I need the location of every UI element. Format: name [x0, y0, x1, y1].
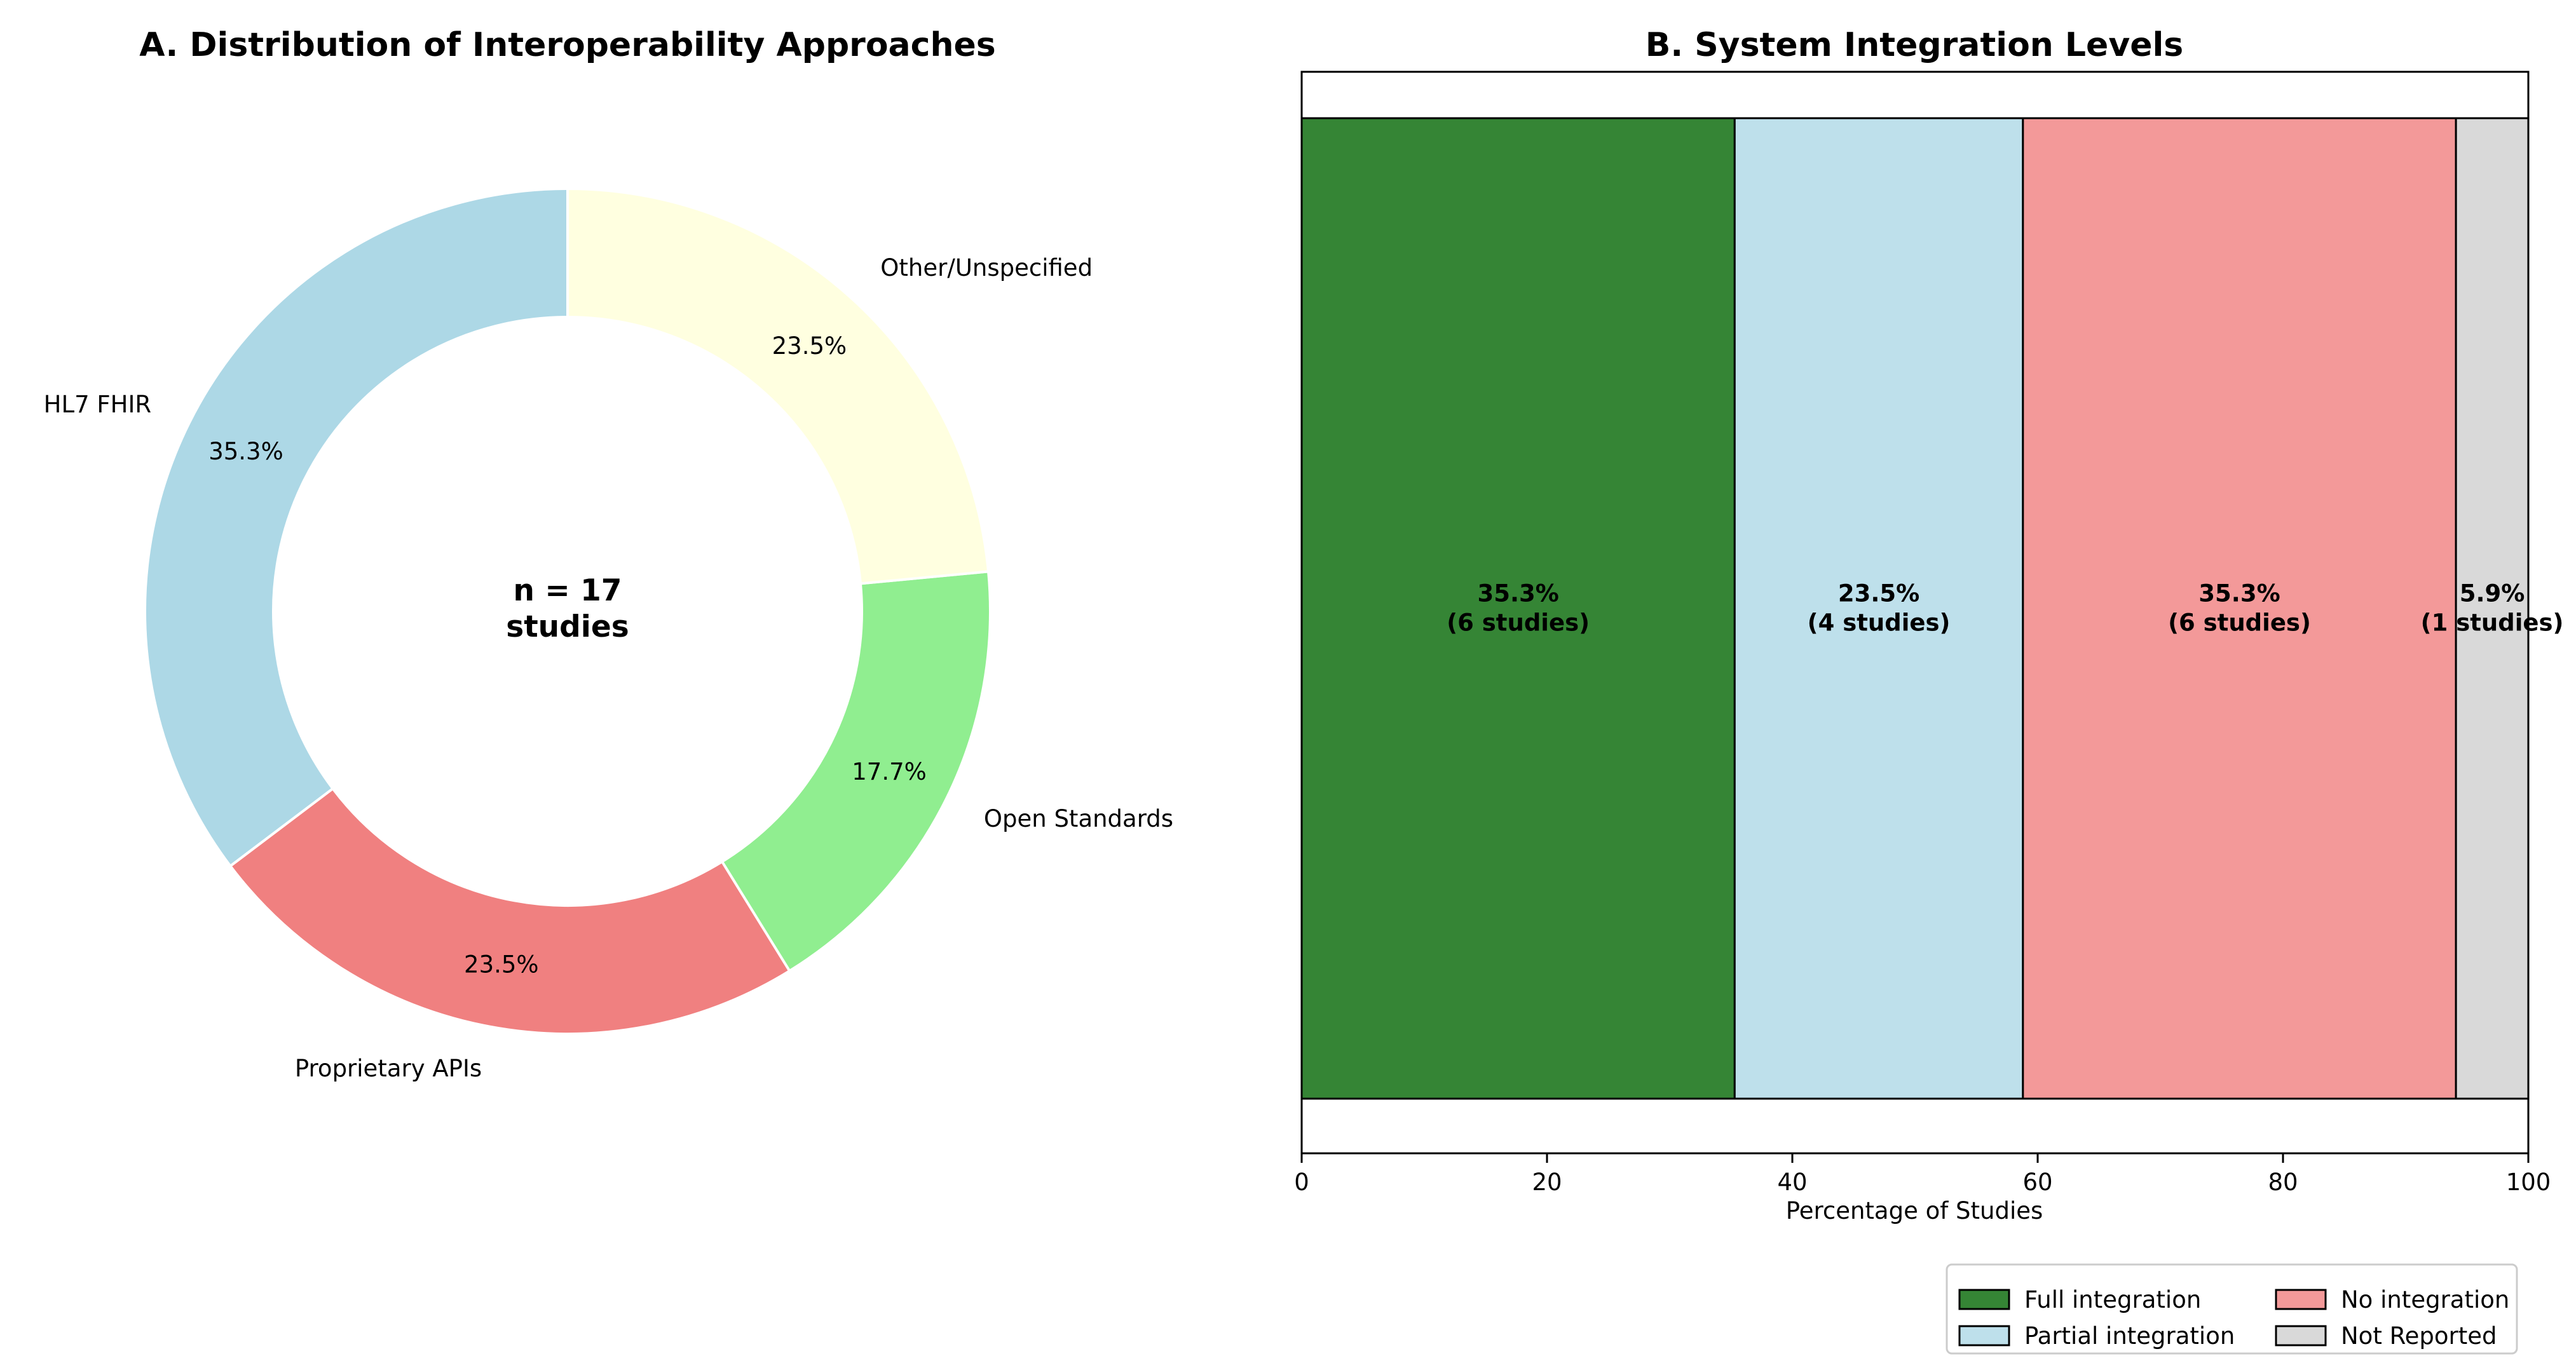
pie-label-other-unspecified: Other/Unspecified	[880, 254, 1093, 281]
pie-slice-hl7-fhir	[144, 187, 569, 868]
donut-center-line-1: n = 17	[514, 573, 622, 608]
donut-chart: HL7 FHIR 35.3% Proprietary APIs 23.5% Open S…	[44, 187, 1173, 1082]
x-tick-label-40: 40	[1777, 1169, 1807, 1196]
legend: Full integration Partial integration No in…	[1946, 1263, 2518, 1355]
legend-frame	[1946, 1263, 2518, 1355]
bar-segment-not-reported	[2455, 117, 2530, 1100]
bar-label-not-reported-count: (1 studies)	[2421, 609, 2564, 637]
pie-pct-proprietary-apis: 23.5%	[464, 951, 539, 979]
legend-label-not-reported: Not Reported	[2341, 1322, 2497, 1350]
pie-label-proprietary-apis: Proprietary APIs	[295, 1055, 482, 1082]
bar-label-no-integration-pct: 35.3%	[2198, 580, 2280, 607]
bar-label-full-integration-pct: 35.3%	[1477, 580, 1558, 607]
donut-center-line-2: studies	[506, 609, 629, 644]
bar-title: B. System Integration Levels	[1646, 26, 2184, 64]
pie-label-hl7-fhir: HL7 FHIR	[44, 391, 151, 418]
legend-swatch-no-integration	[2275, 1289, 2327, 1310]
x-tick-label-0: 0	[1294, 1169, 1309, 1196]
legend-label-partial-integration: Partial integration	[2024, 1322, 2235, 1350]
legend-label-full-integration: Full integration	[2024, 1286, 2201, 1313]
bar-label-partial-integration-pct: 23.5%	[1838, 580, 1919, 607]
pie-pct-open-standards: 17.7%	[852, 758, 927, 785]
pie-label-open-standards: Open Standards	[984, 805, 1173, 832]
legend-label-no-integration: No integration	[2341, 1286, 2509, 1313]
x-tick-label-20: 20	[1532, 1169, 1562, 1196]
bar-label-full-integration-count: (6 studies)	[1447, 609, 1590, 637]
pie-pct-hl7-fhir: 35.3%	[208, 438, 283, 465]
pie-slice-other-unspecified	[566, 187, 990, 585]
bar-segment-full-integration	[1300, 117, 1736, 1100]
pie-title: A. Distribution of Interoperability Appr…	[139, 26, 995, 64]
plot-frame	[1300, 71, 2530, 1155]
x-tick-label-60: 60	[2022, 1169, 2052, 1196]
legend-swatch-not-reported	[2275, 1325, 2327, 1346]
bar-label-no-integration-count: (6 studies)	[2168, 609, 2311, 637]
x-axis: 0 20 40 60 80 100	[1294, 1153, 2551, 1196]
bar-label-partial-integration-count: (4 studies)	[1808, 609, 1951, 637]
x-tick-label-100: 100	[2506, 1169, 2551, 1196]
bar-segment-no-integration	[2022, 117, 2457, 1100]
bar-label-not-reported-pct: 5.9%	[2460, 580, 2525, 607]
legend-swatch-partial-integration	[1958, 1325, 2010, 1346]
x-axis-label: Percentage of Studies	[1786, 1197, 2043, 1224]
pie-pct-other-unspecified: 23.5%	[772, 332, 847, 360]
stacked-bar-chart: 35.3%(6 studies)23.5%(4 studies)35.3%(6 …	[1300, 117, 2564, 1100]
bar-segment-partial-integration	[1733, 117, 2024, 1100]
legend-swatch-full-integration	[1958, 1289, 2010, 1310]
pie-slice-proprietary-apis	[228, 787, 791, 1035]
x-tick-label-80: 80	[2268, 1169, 2298, 1196]
pie-slice-open-standards	[720, 570, 992, 973]
